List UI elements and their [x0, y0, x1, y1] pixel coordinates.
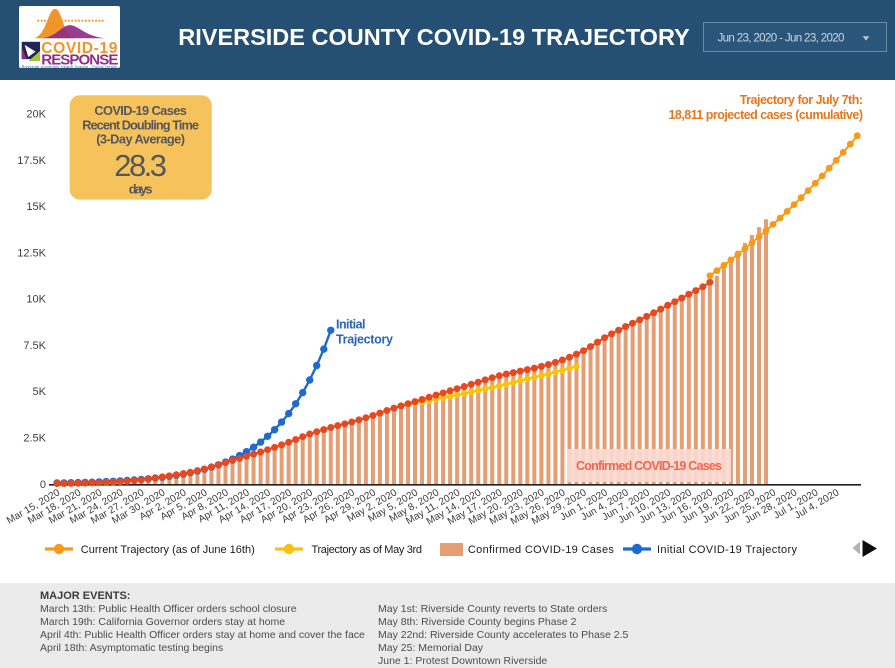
svg-text:15K: 15K: [26, 201, 46, 213]
svg-text:0: 0: [40, 479, 46, 491]
svg-text:Confirmed COVID-19 Cases: Confirmed COVID-19 Cases: [468, 544, 615, 556]
svg-text:Trajectory: Trajectory: [336, 333, 393, 347]
svg-text:2.5K: 2.5K: [23, 433, 46, 445]
svg-text:28.3: 28.3: [114, 148, 167, 183]
svg-text:17.5K: 17.5K: [17, 155, 46, 167]
svg-text:Jun 23, 2020 - Jun 23, 2020: Jun 23, 2020 - Jun 23, 2020: [718, 31, 845, 44]
svg-text:RESPONSE: RESPONSE: [41, 52, 118, 68]
svg-text:Confirmed COVID-19 Cases: Confirmed COVID-19 Cases: [576, 459, 722, 473]
svg-text:Current Trajectory (as of June: Current Trajectory (as of June 16th): [81, 544, 255, 556]
svg-text:18,811 projected cases (cumula: 18,811 projected cases (cumulative): [669, 108, 864, 122]
svg-text:20K: 20K: [26, 109, 46, 121]
svg-text:COVID-19 Cases: COVID-19 Cases: [94, 103, 187, 118]
svg-text:Recent Doubling Time: Recent Doubling Time: [82, 117, 199, 132]
svg-text:Riverside University Health Sy: Riverside University Health System - Pub…: [22, 65, 118, 68]
svg-text:Initial: Initial: [336, 318, 366, 332]
svg-text:7.5K: 7.5K: [23, 340, 46, 352]
svg-text:5K: 5K: [33, 386, 47, 398]
svg-text:days: days: [129, 182, 153, 197]
svg-text:(3-Day Average): (3-Day Average): [96, 132, 185, 147]
svg-text:COVID-19: COVID-19: [41, 40, 117, 57]
svg-text:12.5K: 12.5K: [17, 247, 46, 259]
svg-text:Initial COVID-19 Trajectory: Initial COVID-19 Trajectory: [657, 544, 798, 556]
svg-text:Trajectory for July 7th:: Trajectory for July 7th:: [740, 93, 863, 107]
svg-text:Trajectory as of May 3rd: Trajectory as of May 3rd: [312, 544, 423, 556]
svg-text:10K: 10K: [26, 294, 46, 306]
